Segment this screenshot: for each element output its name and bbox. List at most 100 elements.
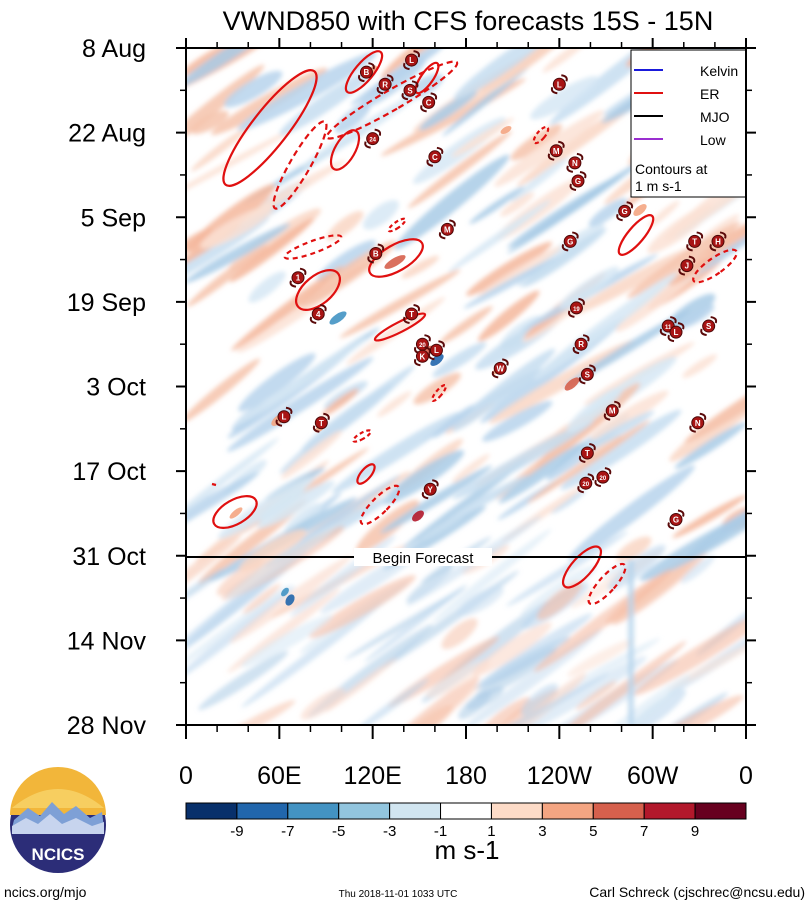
- anomaly-streak: [350, 48, 445, 106]
- anomaly-core: [633, 204, 647, 216]
- storm-label: M: [553, 147, 560, 156]
- anomaly-streak: [186, 48, 280, 88]
- anomaly-streak: [530, 76, 599, 120]
- storm-marker: G: [667, 509, 685, 530]
- anomaly-streak: [479, 613, 593, 687]
- storm-label: S: [706, 322, 712, 331]
- anomaly-streak: [667, 638, 746, 690]
- anomaly-streak: [674, 422, 746, 469]
- anomaly-streak: [523, 228, 607, 287]
- anomaly-streak: [639, 503, 746, 581]
- anomaly-streak: [682, 354, 718, 378]
- storm-label: T: [585, 449, 590, 458]
- anomaly-streak: [684, 366, 746, 443]
- y-tick-label: 8 Aug: [82, 35, 146, 63]
- forecast-label: Begin Forecast: [373, 550, 475, 567]
- anomaly-core: [384, 255, 406, 269]
- anomaly-streak: [382, 450, 465, 505]
- storm-marker: W: [491, 358, 509, 379]
- anomaly-streak: [186, 358, 261, 424]
- storm-label: L: [282, 413, 287, 422]
- colorbar-units: m s-1: [435, 835, 500, 865]
- anomaly-streak: [544, 640, 687, 725]
- storm-label: G: [567, 237, 573, 246]
- anomaly-streak: [227, 588, 341, 673]
- storm-marker: L: [667, 322, 685, 343]
- anomaly-streak: [458, 691, 492, 720]
- colorbar-swatch: [287, 802, 340, 820]
- storm-marker: C: [426, 146, 444, 167]
- storm-label: C: [426, 98, 432, 107]
- anomaly-streak: [321, 388, 359, 417]
- anomaly-core: [229, 507, 243, 519]
- storm-marker: S: [578, 364, 596, 385]
- storm-marker: B: [367, 243, 385, 264]
- legend-note-line1: Contours at: [635, 161, 707, 177]
- anomaly-streak: [570, 245, 698, 316]
- storm-marker: L: [275, 406, 293, 427]
- anomaly-streak: [190, 126, 250, 172]
- anomaly-core: [500, 126, 512, 134]
- storm-marker: H: [709, 231, 727, 252]
- anomaly-streak: [238, 353, 316, 412]
- anomaly-streak: [190, 110, 229, 135]
- colorbar-label: 1: [487, 823, 495, 840]
- storm-marker: T: [686, 231, 704, 252]
- legend-label-low: Low: [700, 132, 727, 148]
- anomaly-core: [329, 311, 347, 325]
- y-tick-label: 28 Nov: [67, 712, 147, 740]
- storm-label: 20: [600, 476, 607, 482]
- storm-marker: S: [401, 80, 419, 101]
- anomaly-streak: [439, 306, 493, 344]
- y-tick-label: 3 Oct: [86, 374, 146, 402]
- anomaly-streak: [326, 210, 364, 241]
- anomaly-streak: [419, 90, 478, 131]
- storm-label: 20: [419, 343, 426, 349]
- colorbar-swatch: [490, 802, 543, 820]
- anomaly-streak: [224, 70, 283, 108]
- anomaly-streak: [186, 568, 225, 606]
- storm-marker: 19: [568, 297, 585, 318]
- anomaly-streak: [200, 205, 275, 249]
- anomaly-streak: [494, 110, 604, 187]
- colorbar-label: -9: [230, 823, 243, 840]
- colorbar: -9 -7 -5 -3 -1 1 3 5 7 9: [185, 802, 747, 840]
- anomaly-streak: [186, 223, 290, 284]
- anomaly-core: [564, 377, 580, 391]
- colorbar-label: 9: [691, 823, 699, 840]
- storm-label: L: [434, 346, 439, 355]
- anomaly-streak: [231, 265, 343, 351]
- storm-label: G: [622, 207, 628, 216]
- anomaly-streak: [229, 217, 315, 283]
- x-tick-label: 120W: [527, 762, 593, 790]
- anomaly-streak: [441, 618, 478, 650]
- anomaly-field: [186, 48, 746, 725]
- storm-label: 1: [296, 274, 301, 283]
- ncics-logo: NCICS: [10, 767, 106, 873]
- footer-left[interactable]: ncics.org/mjo: [4, 884, 87, 900]
- storm-marker: T: [312, 412, 330, 433]
- anomaly-streak: [500, 192, 535, 217]
- anomaly-streak: [407, 130, 513, 209]
- anomaly-streak: [233, 337, 367, 427]
- storm-marker: S: [700, 316, 718, 337]
- colorbar-label: -5: [332, 823, 345, 840]
- anomaly-streak: [469, 672, 610, 725]
- anomaly-streak: [242, 583, 281, 614]
- storm-marker: M: [547, 140, 565, 161]
- colorbar-label: 7: [640, 823, 648, 840]
- anomaly-streak: [353, 678, 429, 725]
- anomaly-streak: [227, 357, 374, 452]
- anomaly-streak: [679, 304, 715, 329]
- storm-marker: 20: [577, 473, 595, 494]
- anomaly-core: [281, 587, 289, 597]
- storm-marker: K: [414, 346, 431, 367]
- logo-text: NCICS: [32, 845, 85, 864]
- storm-label: 4: [316, 310, 321, 319]
- anomaly-core: [285, 594, 295, 606]
- colorbar-swatch: [694, 802, 747, 820]
- storm-marker: 20: [594, 467, 612, 488]
- storm-label: L: [409, 56, 414, 65]
- anomaly-streak: [680, 555, 716, 584]
- anomaly-streak: [377, 391, 412, 418]
